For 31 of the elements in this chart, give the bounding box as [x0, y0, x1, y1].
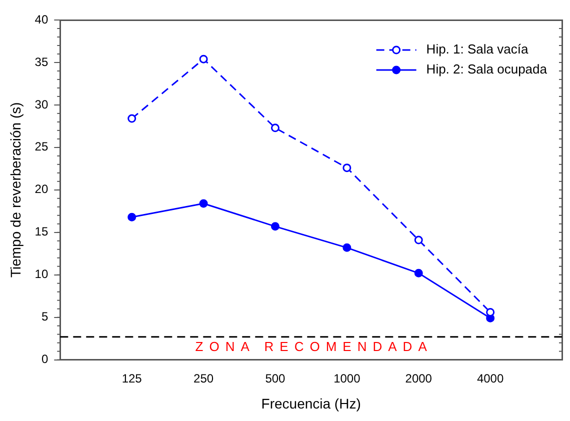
y-tick-label: 25: [34, 140, 48, 154]
x-tick-label: 125: [122, 371, 142, 386]
y-tick-label: 0: [41, 352, 48, 366]
ref-line-label: ZONA RECOMENDADA: [195, 338, 433, 354]
x-tick-label: 500: [265, 371, 286, 386]
legend-label: Hip. 1: Sala vacía: [426, 42, 529, 57]
x-tick-label: 4000: [476, 371, 504, 386]
point: [128, 212, 136, 222]
y-tick-label: 20: [34, 182, 48, 196]
point: [414, 268, 423, 278]
y-tick-label: 35: [34, 54, 48, 69]
y-tick-label: 5: [41, 310, 48, 324]
point: [414, 236, 423, 244]
point: [486, 308, 495, 316]
point: [342, 243, 352, 252]
point: [270, 124, 280, 132]
point: [199, 54, 208, 64]
x-tick-label: 1000: [334, 371, 361, 386]
point: [199, 199, 208, 208]
y-tick-label: 10: [34, 267, 48, 282]
x-axis-title: Frecuencia (Hz): [261, 395, 361, 412]
y-tick-label: 15: [34, 224, 48, 239]
point: [128, 114, 136, 123]
x-tick-label: 250: [194, 371, 214, 386]
y-tick-label: 30: [34, 97, 48, 112]
point: [342, 164, 352, 172]
legend-label: Hip. 2: Sala ocupada: [426, 62, 548, 77]
y-axis-title: Tiempo de reverberación (s): [7, 102, 24, 278]
y-tick-label: 40: [34, 12, 48, 26]
point: [270, 222, 280, 231]
x-tick-label: 2000: [405, 371, 432, 386]
